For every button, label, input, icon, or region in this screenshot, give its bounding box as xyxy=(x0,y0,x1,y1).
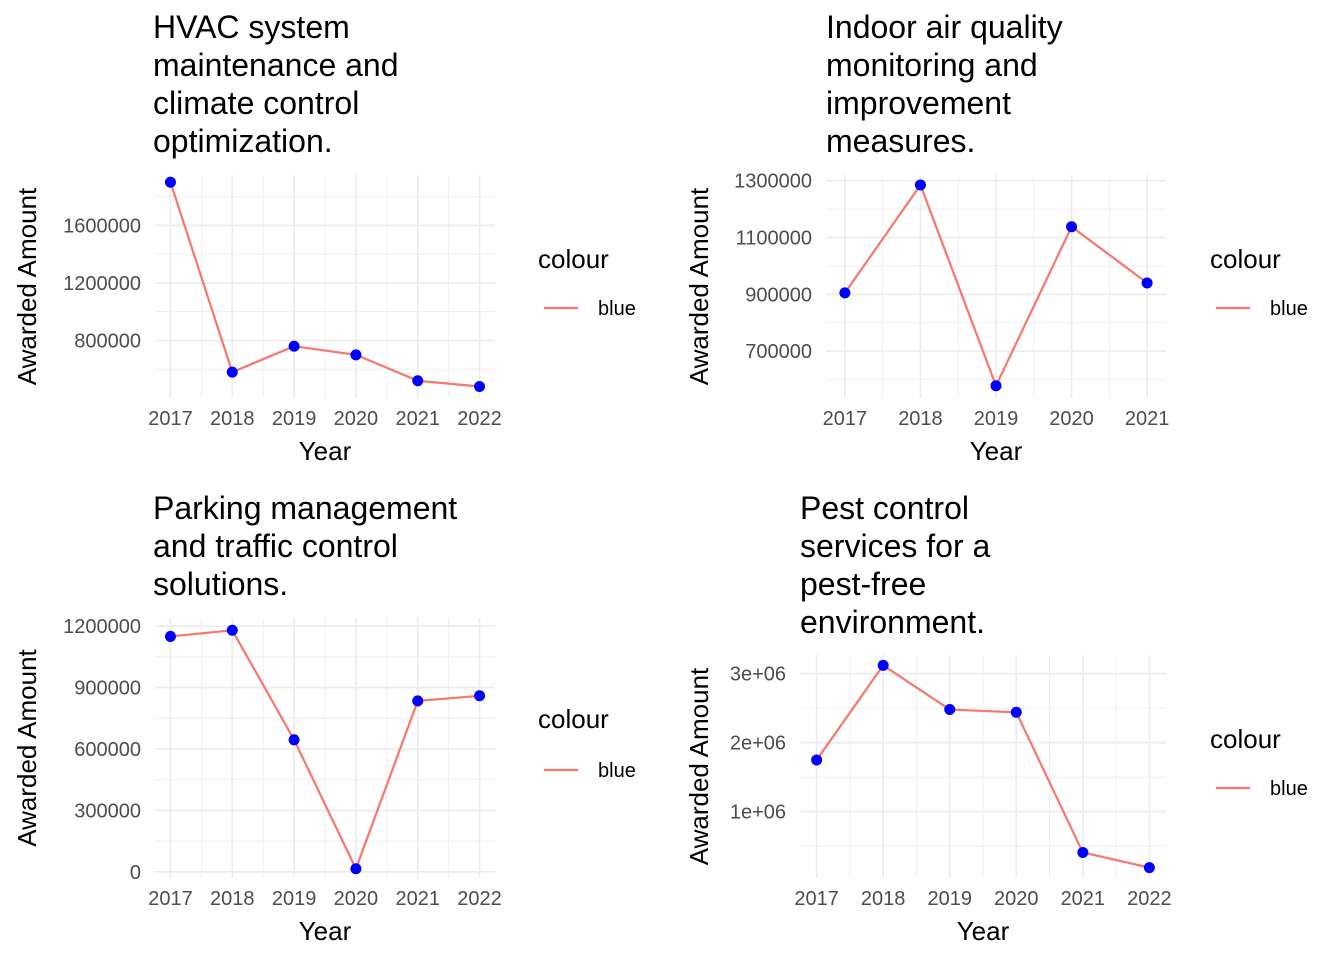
chart-panel-1: 800000 1200000 1600000 2017 2018 2019 2020 2021… xyxy=(12,9,636,466)
y-tick-label: 800000 xyxy=(74,330,141,352)
legend: colour blue xyxy=(538,704,636,782)
data-point xyxy=(226,366,238,378)
y-axis-title: Awarded Amount xyxy=(684,187,714,385)
y-axis-title: Awarded Amount xyxy=(12,648,42,846)
data-point xyxy=(288,340,300,352)
data-point xyxy=(474,380,486,392)
x-tick-label: 2017 xyxy=(823,408,868,430)
x-tick-label: 2019 xyxy=(272,888,317,910)
y-tick-label: 700000 xyxy=(745,341,812,363)
data-point xyxy=(350,863,362,875)
x-tick-label: 2019 xyxy=(974,408,1019,430)
legend: colour blue xyxy=(1210,724,1308,800)
x-tick-label: 2021 xyxy=(1125,408,1170,430)
y-tick-label: 900000 xyxy=(74,678,141,700)
legend-label: blue xyxy=(598,760,636,782)
x-tick-label: 2021 xyxy=(395,888,440,910)
y-tick-label: 1600000 xyxy=(63,215,141,237)
data-point xyxy=(1143,862,1155,874)
y-tick-label: 1e+06 xyxy=(730,802,786,824)
data-point xyxy=(412,375,424,387)
y-tick-label: 1100000 xyxy=(736,227,812,249)
legend-title: colour xyxy=(1210,244,1281,274)
x-tick-label: 2020 xyxy=(334,408,379,430)
chart-title: Indoor air quality monitoring and improvem… xyxy=(826,9,1063,159)
x-tick-label: 2021 xyxy=(395,408,440,430)
data-point xyxy=(1141,277,1153,289)
legend-title: colour xyxy=(1210,724,1281,754)
x-tick-label: 2020 xyxy=(1049,408,1094,430)
legend-label: blue xyxy=(1270,778,1308,800)
series-line xyxy=(815,663,1150,869)
x-tick-label: 2018 xyxy=(210,888,255,910)
data-point xyxy=(944,704,956,716)
x-tick-label: 2018 xyxy=(210,408,255,430)
data-point xyxy=(1077,846,1089,858)
y-tick-label: 300000 xyxy=(74,800,141,822)
series-line xyxy=(170,629,480,872)
y-axis-title: Awarded Amount xyxy=(684,667,714,865)
data-point xyxy=(288,734,300,746)
legend-title: colour xyxy=(538,704,609,734)
x-tick-label: 2019 xyxy=(927,888,972,910)
legend-title: colour xyxy=(538,244,609,274)
legend-label: blue xyxy=(598,298,636,320)
x-tick-label: 2021 xyxy=(1061,888,1106,910)
data-point xyxy=(1066,221,1078,233)
data-point xyxy=(877,659,889,671)
data-point xyxy=(226,624,238,636)
x-tick-label: 2017 xyxy=(794,888,839,910)
y-tick-label: 900000 xyxy=(745,284,812,306)
data-point xyxy=(839,287,851,299)
y-tick-label: 3e+06 xyxy=(730,664,786,686)
data-point xyxy=(1010,706,1022,718)
chart-title: Pest control services for a pest-free envir… xyxy=(800,490,990,640)
data-point xyxy=(990,380,1002,392)
x-tick-label: 2017 xyxy=(148,888,193,910)
data-point xyxy=(164,630,176,642)
data-point xyxy=(164,176,176,188)
data-point xyxy=(914,179,926,191)
chart-panel-2: 700000 900000 1100000 1300000 2017 2018 2019 20… xyxy=(684,9,1308,466)
legend: colour blue xyxy=(1210,244,1308,320)
x-tick-label: 2020 xyxy=(994,888,1039,910)
y-tick-label: 0 xyxy=(130,862,141,884)
x-axis-title: Year xyxy=(299,436,352,466)
x-tick-label: 2018 xyxy=(861,888,906,910)
chart-panel-3: 0 300000 600000 900000 1200000 2017 2018 2019 20… xyxy=(12,490,636,946)
y-tick-label: 1300000 xyxy=(734,171,812,193)
x-tick-label: 2017 xyxy=(148,408,193,430)
y-tick-label: 2e+06 xyxy=(730,733,786,755)
x-tick-label: 2022 xyxy=(1127,888,1172,910)
x-axis-title: Year xyxy=(970,436,1023,466)
x-axis-title: Year xyxy=(957,916,1010,946)
data-point xyxy=(412,695,424,707)
x-tick-label: 2019 xyxy=(272,408,317,430)
y-tick-label: 1200000 xyxy=(63,273,141,295)
y-tick-label: 600000 xyxy=(74,739,141,761)
chart-title: Parking management and traffic control sol… xyxy=(153,490,457,602)
x-tick-label: 2018 xyxy=(898,408,943,430)
data-point xyxy=(811,754,823,766)
y-axis-title: Awarded Amount xyxy=(12,187,42,385)
x-tick-label: 2022 xyxy=(457,888,502,910)
x-axis-title: Year xyxy=(299,916,352,946)
x-tick-label: 2020 xyxy=(334,888,379,910)
x-tick-label: 2022 xyxy=(457,408,502,430)
legend: colour blue xyxy=(538,244,636,320)
data-point xyxy=(350,349,362,361)
chart-title: HVAC system maintenance and climate contro… xyxy=(153,9,399,159)
series-line xyxy=(169,181,480,388)
legend-label: blue xyxy=(1270,298,1308,320)
data-point xyxy=(474,690,486,702)
y-tick-label: 1200000 xyxy=(63,616,141,638)
chart-panel-4: 1e+06 2e+06 3e+06 2017 2018 2019 2020 2021 2022 P… xyxy=(684,490,1308,946)
